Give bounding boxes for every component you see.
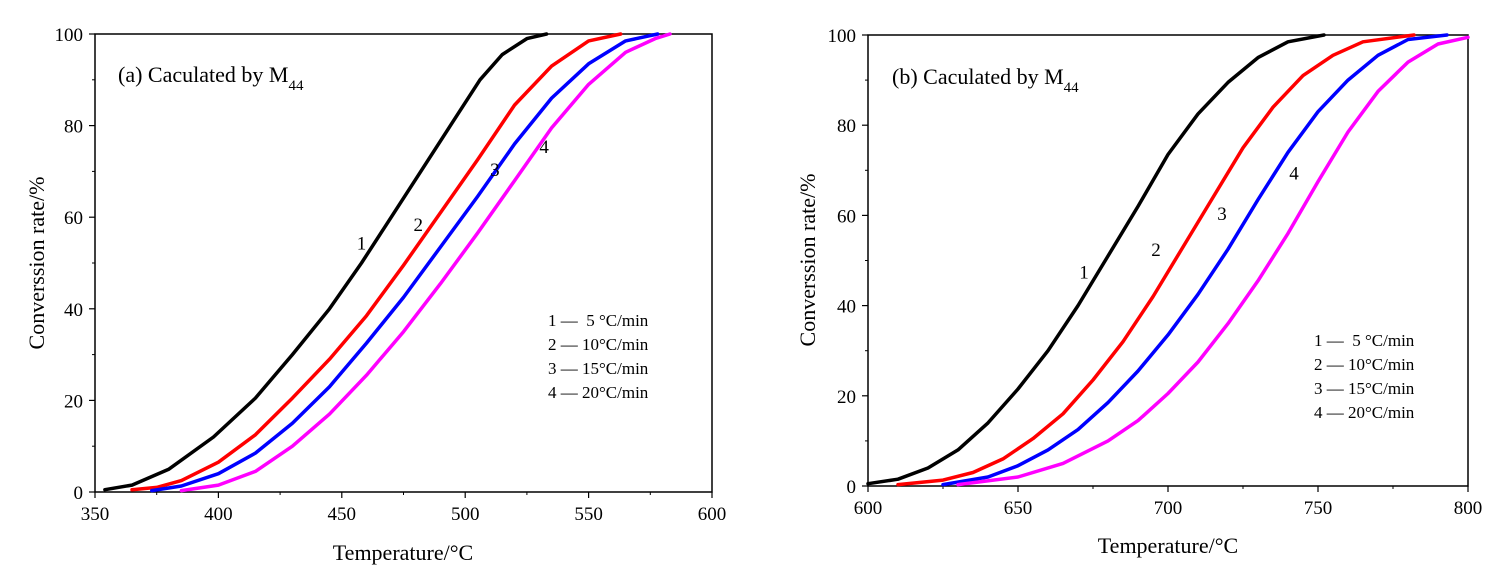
y-tick-label: 60 <box>64 208 83 229</box>
curve-label-1: 1 <box>357 233 367 254</box>
x-tick-label: 600 <box>698 504 727 525</box>
legend-item: 1 — 5 °C/min <box>1314 331 1415 350</box>
series-line-4 <box>179 32 672 493</box>
legend-item: 2 — 10°C/min <box>1314 355 1415 374</box>
y-tick-label: 80 <box>64 117 83 138</box>
series-line-2 <box>130 32 623 492</box>
y-tick-label: 80 <box>837 116 856 137</box>
x-tick-label: 450 <box>328 504 357 525</box>
x-tick-label: 650 <box>1004 498 1033 519</box>
x-tick-label: 550 <box>574 504 603 525</box>
legend-item: 4 — 20°C/min <box>548 383 649 402</box>
panel-a-title: (a) Caculated by M44 <box>118 62 304 94</box>
panel-b-ylabel: Converssion rate/% <box>795 174 820 347</box>
curve-label-2: 2 <box>1151 240 1161 261</box>
panel-b-title-subscript: 44 <box>1064 80 1080 96</box>
y-tick-label: 0 <box>74 483 84 504</box>
y-tick-label: 20 <box>64 391 83 412</box>
curve-label-3: 3 <box>490 160 500 181</box>
series-line-4 <box>956 35 1470 487</box>
curve-label-4: 4 <box>1289 163 1299 184</box>
marks-b: 600 650 700 750 800 0 20 40 60 80 100 1 2 3 4 <box>828 26 1483 519</box>
panel-b-title: (b) Caculated by M44 <box>892 64 1079 96</box>
x-tick-label: 800 <box>1454 498 1483 519</box>
series-line-3 <box>941 33 1449 487</box>
series-line-2 <box>896 33 1416 487</box>
x-tick-label: 750 <box>1304 498 1333 519</box>
y-tick-label: 100 <box>828 26 857 47</box>
series-line-1 <box>866 33 1326 486</box>
x-tick-label: 400 <box>204 504 233 525</box>
panel-b: 600 650 700 750 800 0 20 40 60 80 100 1 2 3 4 (b) Cacu… <box>795 26 1482 558</box>
curve-label-1: 1 <box>1079 263 1089 284</box>
series-line-1 <box>103 32 549 492</box>
legend-item: 2 — 10°C/min <box>548 335 649 354</box>
panel-b-legend: 1 — 5 °C/min 2 — 10°C/min 3 — 15°C/min 4… <box>1314 331 1415 422</box>
panel-a-legend: 1 — 5 °C/min 2 — 10°C/min 3 — 15°C/min 4… <box>548 311 649 402</box>
series-line-3 <box>150 32 660 493</box>
y-tick-label: 40 <box>837 297 856 318</box>
x-tick-label: 600 <box>854 498 883 519</box>
curve-label-2: 2 <box>414 215 424 236</box>
legend-item: 4 — 20°C/min <box>1314 403 1415 422</box>
panel-a-ylabel: Converssion rate/% <box>24 177 49 350</box>
curve-label-3: 3 <box>1217 204 1227 225</box>
panel-a: 350 400 450 500 550 600 0 20 40 60 80 100 1 2 3 4 (a) C… <box>24 25 726 565</box>
y-tick-label: 0 <box>847 477 857 498</box>
curve-label-4: 4 <box>539 137 549 158</box>
legend-item: 3 — 15°C/min <box>548 359 649 378</box>
legend-item: 1 — 5 °C/min <box>548 311 649 330</box>
x-tick-label: 350 <box>81 504 110 525</box>
y-tick-label: 40 <box>64 300 83 321</box>
panel-b-xlabel: Temperature/°C <box>1098 533 1238 558</box>
y-tick-label: 60 <box>837 206 856 227</box>
x-tick-label: 700 <box>1154 498 1183 519</box>
x-tick-label: 500 <box>451 504 480 525</box>
marks-a: 350 400 450 500 550 600 0 20 40 60 80 100 1 2 3 4 <box>55 25 727 525</box>
y-tick-label: 100 <box>55 25 84 46</box>
y-tick-label: 20 <box>837 387 856 408</box>
legend-item: 3 — 15°C/min <box>1314 379 1415 398</box>
panel-a-title-subscript: 44 <box>288 78 304 94</box>
panel-a-xlabel: Temperature/°C <box>333 540 473 565</box>
